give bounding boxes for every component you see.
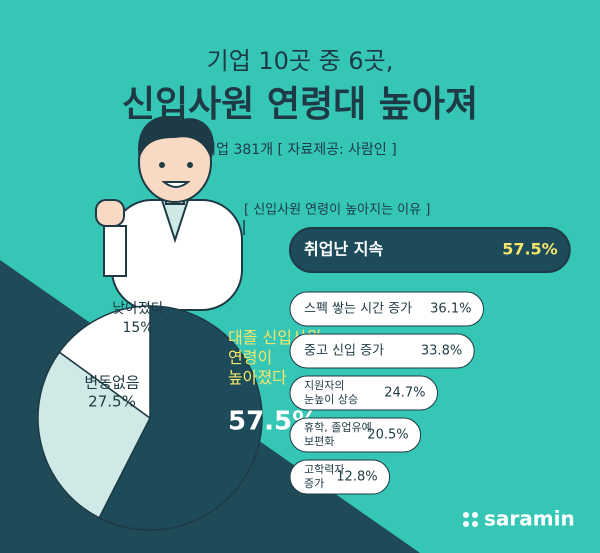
bar	[289, 459, 391, 495]
bar-label: 중고 신입 증가	[304, 344, 384, 359]
bar-chart-title: [ 신입사원 연령이 높아지는 이유 ]	[244, 203, 430, 218]
pie-slice	[98, 305, 263, 531]
headline-1: 기업 10곳 중 6곳,	[207, 47, 394, 75]
bar-value: 20.5%	[367, 428, 408, 443]
source-note: 기업 381개 [ 자료제공: 사람인 ]	[203, 142, 396, 158]
slice-value: 15%	[122, 320, 153, 336]
person	[95, 116, 243, 311]
bar	[289, 417, 422, 453]
bar-value: 57.5%	[502, 240, 558, 259]
slice-value: 27.5%	[88, 393, 136, 411]
bar	[289, 333, 475, 369]
pie-slice	[37, 351, 151, 519]
bar-value: 33.8%	[421, 344, 462, 359]
bar-value: 12.8%	[336, 470, 377, 485]
bar-label: 지원자의 눈높이 상승	[304, 379, 358, 406]
pie-slice	[58, 305, 151, 420]
bar	[289, 227, 571, 273]
bar-value: 24.7%	[384, 386, 425, 401]
bar-label: 스펙 쌓는 시간 증가	[304, 302, 412, 317]
slice-label: 변동없음	[84, 374, 139, 392]
bar-value: 36.1%	[430, 302, 471, 317]
bar-label: 고학력자 증가	[304, 463, 344, 490]
bar-chart: 취업난 지속 57.5% 스펙 쌓는 시간 증가 36.1% 중고 신입 증가 33.8%…	[289, 227, 571, 495]
bar-label: 휴학, 졸업유예 보편화	[304, 421, 372, 448]
brand: saramin	[463, 507, 575, 531]
bar	[289, 291, 484, 327]
headline-2: 신입사원 연령대 높아져	[122, 84, 478, 125]
slice-label: 낮아졌다	[112, 301, 164, 317]
bar	[289, 375, 439, 411]
brand-name: saramin	[484, 507, 575, 531]
bar-label: 취업난 지속	[304, 240, 383, 259]
